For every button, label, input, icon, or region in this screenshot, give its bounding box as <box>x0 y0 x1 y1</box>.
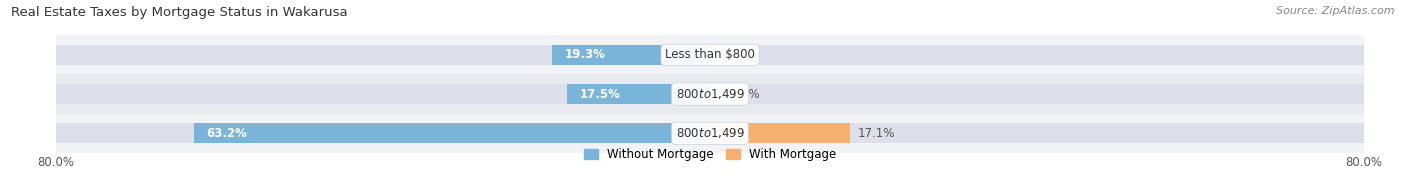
Text: 19.3%: 19.3% <box>565 48 606 61</box>
Bar <box>56 84 1364 104</box>
Text: 63.2%: 63.2% <box>205 127 246 140</box>
Text: Real Estate Taxes by Mortgage Status in Wakarusa: Real Estate Taxes by Mortgage Status in … <box>11 6 347 19</box>
Bar <box>56 74 1364 114</box>
Bar <box>710 123 849 143</box>
Text: 17.5%: 17.5% <box>579 88 620 101</box>
Bar <box>56 123 1364 143</box>
Bar <box>567 84 710 104</box>
Bar <box>553 45 710 65</box>
Text: $800 to $1,499: $800 to $1,499 <box>675 87 745 101</box>
Text: 17.1%: 17.1% <box>858 127 896 140</box>
Text: Less than $800: Less than $800 <box>665 48 755 61</box>
Text: 0.0%: 0.0% <box>731 88 761 101</box>
Bar <box>194 123 710 143</box>
Legend: Without Mortgage, With Mortgage: Without Mortgage, With Mortgage <box>583 148 837 161</box>
Bar <box>56 45 1364 65</box>
Text: Source: ZipAtlas.com: Source: ZipAtlas.com <box>1277 6 1395 16</box>
Bar <box>56 35 1364 74</box>
Text: 0.0%: 0.0% <box>731 48 761 61</box>
Bar <box>56 114 1364 153</box>
Text: $800 to $1,499: $800 to $1,499 <box>675 126 745 140</box>
